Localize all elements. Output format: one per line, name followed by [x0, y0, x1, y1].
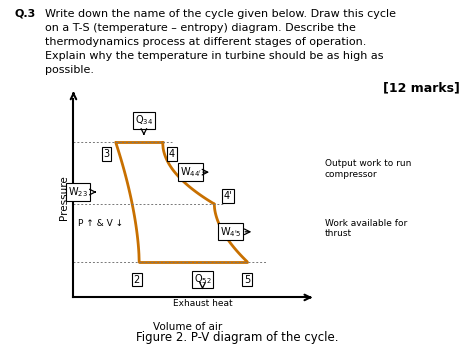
- Text: W$_{4'5}$: W$_{4'5}$: [220, 225, 241, 239]
- Text: [12 marks]: [12 marks]: [383, 82, 460, 95]
- Text: P ↑ & V ↓: P ↑ & V ↓: [78, 219, 123, 228]
- Text: Write down the name of the cycle given below. Draw this cycle: Write down the name of the cycle given b…: [45, 9, 396, 19]
- Text: possible.: possible.: [45, 65, 94, 75]
- Text: on a T-S (temperature – entropy) diagram. Describe the: on a T-S (temperature – entropy) diagram…: [45, 23, 356, 33]
- Text: Q$_{34}$: Q$_{34}$: [135, 114, 153, 127]
- Text: 3: 3: [103, 149, 109, 159]
- Text: Q$_{52}$: Q$_{52}$: [194, 273, 211, 287]
- Text: Volume of air: Volume of air: [153, 322, 222, 332]
- Text: thermodynamics process at different stages of operation.: thermodynamics process at different stag…: [45, 37, 366, 47]
- Text: 4': 4': [224, 191, 233, 201]
- Text: Explain why the temperature in turbine should be as high as: Explain why the temperature in turbine s…: [45, 51, 383, 61]
- Text: Output work to run
compressor: Output work to run compressor: [325, 159, 411, 179]
- Y-axis label: Pressure: Pressure: [59, 176, 69, 220]
- Text: W$_{44'}$: W$_{44'}$: [180, 165, 201, 179]
- Text: Figure 2. P-V diagram of the cycle.: Figure 2. P-V diagram of the cycle.: [136, 331, 338, 344]
- Text: Work available for
thrust: Work available for thrust: [325, 219, 407, 239]
- Text: Exhaust heat: Exhaust heat: [173, 300, 232, 308]
- Text: 5: 5: [244, 275, 250, 284]
- Text: W$_{23}$: W$_{23}$: [68, 185, 88, 199]
- Text: Q.3: Q.3: [14, 9, 36, 19]
- Text: 4: 4: [169, 149, 175, 159]
- Text: 2: 2: [134, 275, 140, 284]
